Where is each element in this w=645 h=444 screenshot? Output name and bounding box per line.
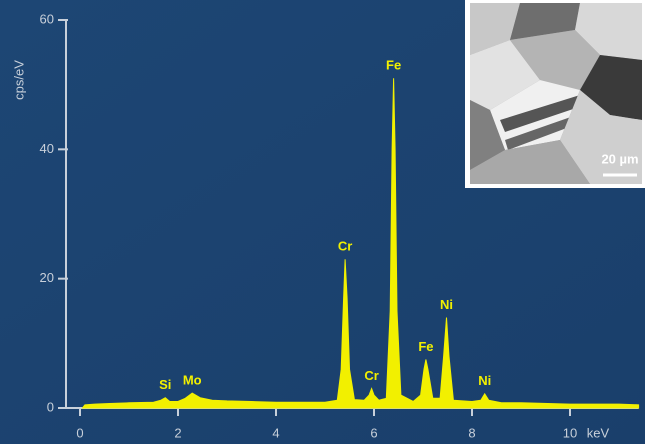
x-tick-label: 10 (563, 425, 577, 440)
chart: 02040600246810keVcps/eVSiMoCrCrFeFeNiNi … (0, 0, 645, 444)
y-tick-label: 40 (40, 141, 54, 156)
y-tick-label: 20 (40, 270, 54, 285)
peak-label: Cr (364, 368, 378, 383)
x-tick-label: 4 (272, 425, 279, 440)
x-tick-label: 8 (468, 425, 475, 440)
x-tick-label: 0 (76, 425, 83, 440)
peak-label: Fe (386, 58, 401, 73)
page: {"chart_data": {"type": "area", "x_label… (0, 0, 645, 444)
peak-label: Ni (478, 373, 491, 388)
y-axis-label: cps/eV (11, 60, 26, 100)
peak-label: Cr (338, 239, 352, 254)
x-tick-label: 2 (174, 425, 181, 440)
x-axis-label: keV (587, 425, 610, 440)
inset-image: 20 µm (465, 0, 645, 188)
peak-label: Fe (418, 339, 433, 354)
peak-label: Mo (183, 373, 202, 388)
peak-label: Ni (440, 297, 453, 312)
scale-label: 20 µm (601, 151, 638, 166)
peak-label: Si (159, 377, 171, 392)
y-tick-label: 0 (47, 399, 54, 414)
y-tick-label: 60 (40, 11, 54, 26)
x-tick-label: 6 (370, 425, 377, 440)
